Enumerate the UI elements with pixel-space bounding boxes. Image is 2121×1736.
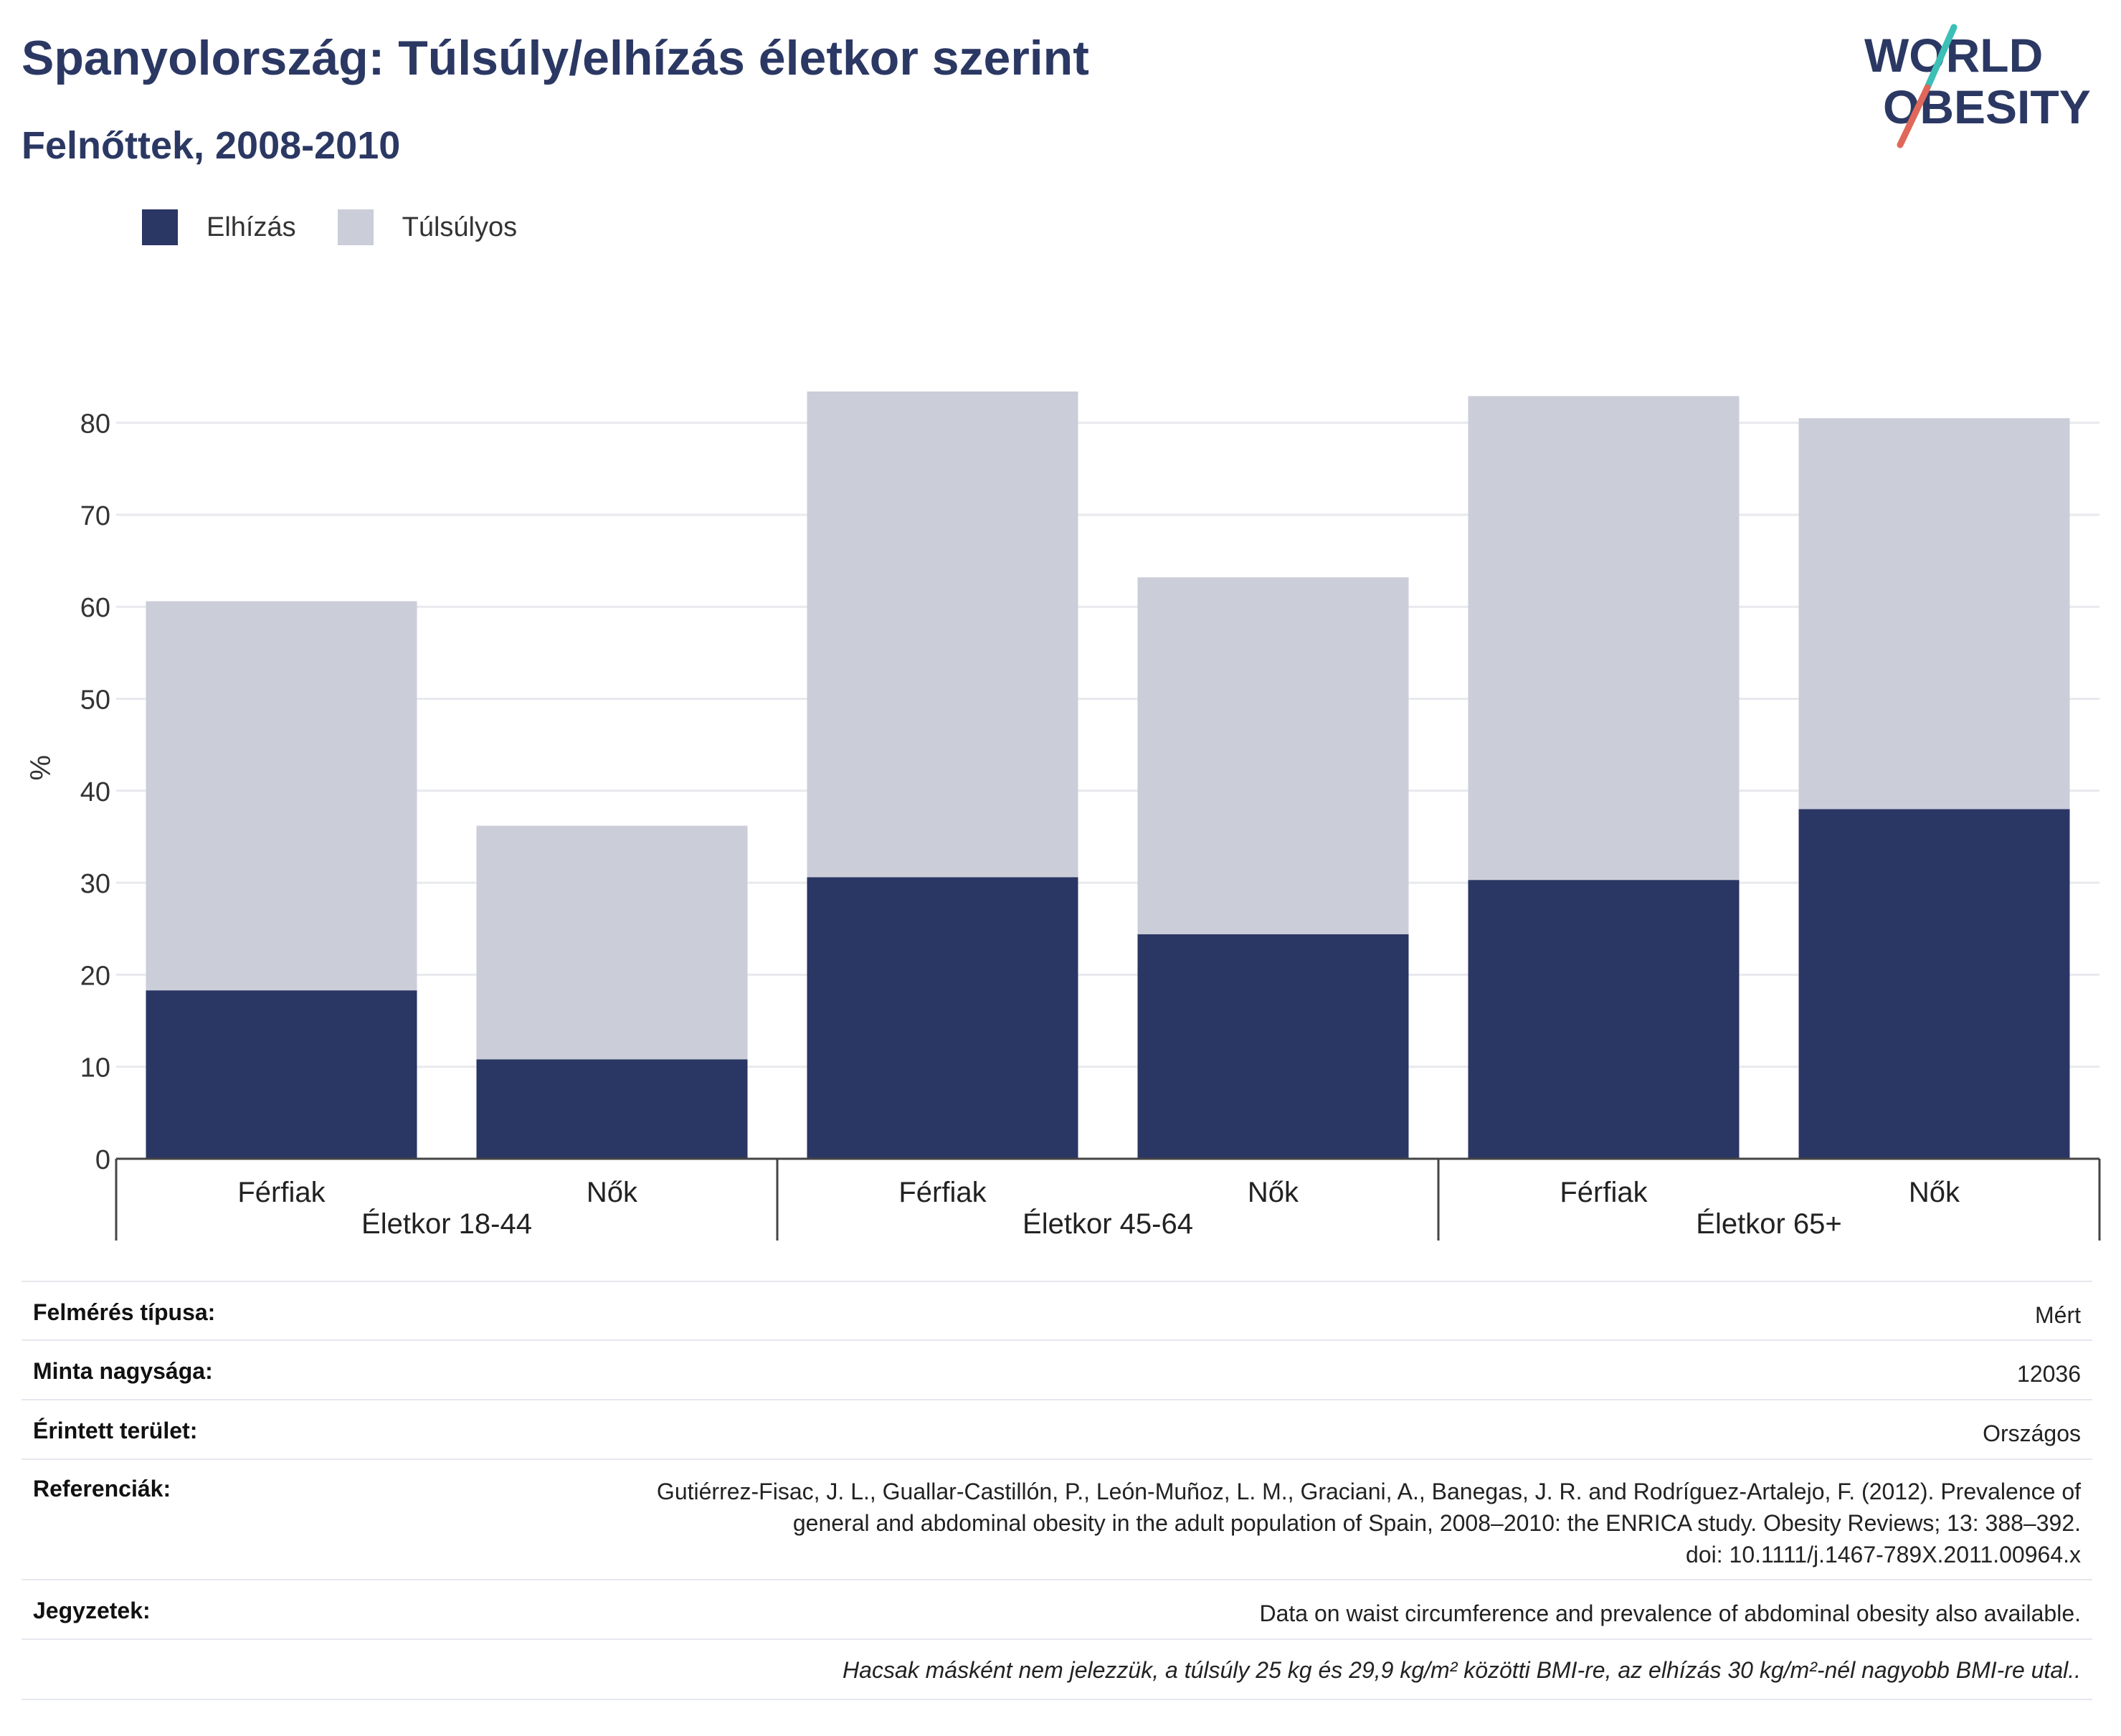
bar-obesity [807, 877, 1078, 1159]
legend-swatch-overweight [337, 209, 374, 245]
x-tick-label: Férfiak [1560, 1177, 1648, 1208]
legend-item-obesity: Elhízás [142, 209, 296, 245]
notes-label: Jegyzetek: [33, 1598, 151, 1623]
bar-obesity [476, 1059, 748, 1159]
area-label: Érintett terület: [33, 1418, 198, 1443]
sample-size-label: Minta nagysága: [33, 1358, 213, 1384]
y-tick-label: 10 [80, 1053, 110, 1083]
x-tick-label: Nők [1909, 1177, 1960, 1208]
reference-line-1: Gutiérrez-Fisac, J. L., Guallar-Castilló… [656, 1479, 2081, 1504]
y-tick-label: 30 [80, 869, 110, 899]
bar-overweight [807, 391, 1078, 878]
references-label: Referenciák: [33, 1476, 171, 1502]
bar-overweight [1468, 396, 1740, 881]
chart-legend: Elhízás Túlsúlyos [142, 209, 559, 245]
bar-overweight [1137, 577, 1409, 934]
bar-overweight [476, 825, 748, 1060]
x-tick-label: Nők [587, 1177, 638, 1208]
info-row-references: Referenciák: Gutiérrez-Fisac, J. L., Gua… [22, 1460, 2092, 1580]
sample-size-value: 12036 [2017, 1361, 2081, 1387]
chart-title: Spanyolország: Túlsúly/elhízás életkor s… [22, 31, 1089, 85]
y-tick-label: 50 [80, 686, 110, 716]
legend-label-obesity: Elhízás [207, 212, 296, 242]
legend-item-overweight: Túlsúlyos [337, 209, 518, 245]
info-row-footnote: Hacsak másként nem jelezzük, a túlsúly 2… [22, 1640, 2092, 1700]
x-tick-label: Nők [1248, 1177, 1299, 1208]
survey-type-label: Felmérés típusa: [33, 1299, 216, 1325]
y-tick-label: 70 [80, 501, 110, 531]
y-tick-label: 40 [80, 777, 110, 807]
info-table: Felmérés típusa: Mért Minta nagysága: 12… [22, 1281, 2092, 1700]
chart-subtitle: Felnőttek, 2008-2010 [22, 124, 401, 167]
info-row-notes: Jegyzetek: Data on waist circumference a… [22, 1580, 2092, 1640]
notes-value: Data on waist circumference and prevalen… [1259, 1600, 2081, 1626]
info-row-survey-type: Felmérés típusa: Mért [22, 1281, 2092, 1341]
bar-obesity [1468, 880, 1740, 1159]
logo-line1: WORLD [1864, 29, 2043, 82]
logo-slash-teal [1924, 24, 1958, 91]
y-axis-title: % [25, 755, 57, 781]
bar-overweight [1798, 418, 2070, 810]
y-tick-label: 0 [95, 1145, 110, 1175]
reference-line-2: general and abdominal obesity in the adu… [792, 1510, 2081, 1536]
legend-label-overweight: Túlsúlyos [402, 212, 518, 242]
y-tick-label: 20 [80, 961, 110, 991]
x-tick-label: Férfiak [898, 1177, 987, 1208]
logo-line2: OBESITY [1883, 80, 2091, 133]
area-value: Országos [1983, 1420, 2081, 1446]
bar-obesity [1137, 934, 1409, 1159]
references-value: Gutiérrez-Fisac, J. L., Guallar-Castilló… [657, 1476, 2081, 1570]
bar-obesity [146, 990, 417, 1159]
x-tick-label: Férfiak [237, 1177, 326, 1208]
bar-overweight [146, 601, 417, 991]
info-row-area: Érintett terület: Országos [22, 1400, 2092, 1460]
stacked-bar-chart: 0 10 20 30 40 50 60 70 80% Férfiak Nők Férfiak Nők Fé… [25, 391, 2101, 1241]
logo-slash-red [1897, 84, 1931, 148]
survey-type-value: Mért [2035, 1302, 2081, 1328]
info-row-sample-size: Minta nagysága: 12036 [22, 1341, 2092, 1400]
group-label: Életkor 65+ [1696, 1208, 1841, 1240]
legend-swatch-obesity [142, 209, 178, 245]
group-label: Életkor 18-44 [361, 1208, 532, 1240]
reference-line-3: doi: 10.1111/j.1467-789X.2011.00964.x [1686, 1542, 2081, 1567]
footnote: Hacsak másként nem jelezzük, a túlsúly 2… [843, 1657, 2081, 1683]
y-tick-label: 80 [80, 409, 110, 440]
world-obesity-logo: WORLD OBESITY [1864, 24, 2091, 148]
bar-obesity [1798, 809, 2070, 1159]
group-label: Életkor 45-64 [1022, 1208, 1193, 1240]
y-tick-label: 60 [80, 593, 110, 623]
